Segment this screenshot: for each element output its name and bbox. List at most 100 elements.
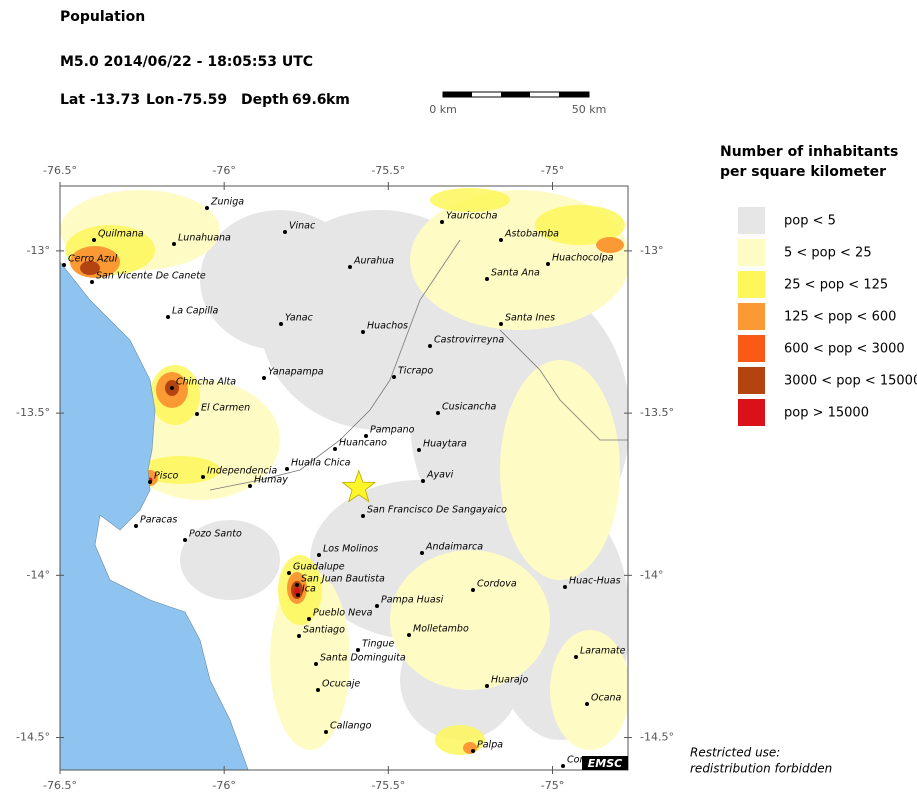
town-label: Ayavi — [426, 470, 454, 481]
town-dot — [485, 277, 489, 281]
town-label: Santa Ines — [505, 313, 555, 324]
town-dot — [436, 411, 440, 415]
town-dot — [417, 448, 421, 452]
town-dot — [563, 585, 567, 589]
x-tick-label: -75° — [541, 779, 564, 792]
legend-swatch — [738, 239, 765, 266]
legend-label: 3000 < pop < 15000 — [784, 374, 917, 389]
town-label: Huarajo — [491, 675, 528, 686]
town-label: Santiago — [303, 625, 345, 636]
town-dot — [421, 479, 425, 483]
town-dot — [440, 220, 444, 224]
town-label: Vinac — [289, 221, 316, 232]
town-label: Huac-Huas — [569, 576, 621, 587]
legend-swatch — [738, 271, 765, 298]
town-label: Santa Dominguita — [320, 653, 406, 664]
town-dot — [356, 648, 360, 652]
x-tick-label: -76.5° — [43, 164, 77, 177]
town-label: Cusicancha — [442, 402, 497, 413]
town-dot — [499, 238, 503, 242]
event: M5.0 2014/06/22 - 18:05:53 UTC — [60, 54, 313, 70]
town-dot — [296, 593, 300, 597]
town-label: Con — [567, 755, 585, 766]
town-dot — [279, 322, 283, 326]
town-dot — [170, 386, 174, 390]
town-label: Pozo Santo — [189, 529, 242, 540]
town-dot — [195, 412, 199, 416]
legend-label: 5 < pop < 25 — [784, 246, 872, 261]
town-dot — [428, 344, 432, 348]
town-label: El Carmen — [201, 403, 250, 414]
legend-label: 600 < pop < 3000 — [784, 342, 905, 357]
town-dot — [248, 484, 252, 488]
town-label: San Vicente De Canete — [96, 271, 206, 282]
x-tick-label: -75.5° — [371, 164, 405, 177]
lon: -75.59 — [177, 92, 227, 108]
y-tick-label: -13.5° — [640, 406, 674, 419]
y-tick-label: -13° — [27, 244, 50, 257]
towns: Zuniga Vinac Quilmana Lunahuana Cerro Azul Sa… — [62, 197, 626, 768]
town-label: San Francisco De Sangayaico — [367, 505, 507, 516]
town-label: Pueblo Neva — [313, 608, 373, 619]
town-label: Aurahua — [353, 256, 394, 267]
legend-label: 25 < pop < 125 — [784, 278, 888, 293]
town-dot — [364, 434, 368, 438]
town-label: Cerro Azul — [68, 254, 118, 265]
town-label: Ticrapo — [398, 366, 433, 377]
town-label: Huachos — [367, 321, 408, 332]
town-label: Ocucaje — [322, 679, 360, 690]
town-dot — [283, 230, 287, 234]
town-dot — [574, 655, 578, 659]
y-tick-label: -14.5° — [640, 731, 674, 744]
lat: -13.73 — [90, 92, 140, 108]
map-frame — [59, 185, 629, 771]
x-tick-label: -76° — [212, 164, 235, 177]
town-dot — [407, 633, 411, 637]
x-tick-label: -76.5° — [43, 779, 77, 792]
town-label: Ica — [302, 584, 316, 595]
town-label: Laramate — [580, 646, 626, 657]
town-label: Quilmana — [98, 229, 144, 240]
y-tick-label: -14.5° — [16, 731, 50, 744]
x-tick-label: -75° — [541, 164, 564, 177]
y-tick-label: -13.5° — [16, 406, 50, 419]
town-label: Huachocolpa — [552, 253, 614, 264]
town-dot — [172, 242, 176, 246]
footer: redistribution forbidden — [690, 762, 832, 776]
logo-box — [582, 756, 628, 770]
scale-bar — [442, 91, 590, 98]
scale-end: 50 km — [572, 103, 607, 116]
town-dot — [392, 375, 396, 379]
logo: EMSC — [588, 757, 622, 770]
town-label: Santa Ana — [491, 268, 540, 279]
town-dot — [546, 262, 550, 266]
town-dot — [316, 688, 320, 692]
town-dot — [561, 764, 565, 768]
y-tick-label: -14° — [27, 568, 50, 581]
legend-swatch — [738, 367, 765, 394]
town-label: Tingue — [362, 639, 395, 650]
town-label: Paracas — [140, 515, 177, 526]
town-label: Pampano — [370, 425, 415, 436]
town-dot — [148, 480, 152, 484]
map-area — [60, 186, 628, 770]
town-dot — [361, 514, 365, 518]
town-dot — [420, 551, 424, 555]
town-label: Guadalupe — [293, 562, 345, 573]
town-dot — [333, 447, 337, 451]
footer: Restricted use: — [690, 746, 780, 760]
y-tick-label: -14° — [640, 568, 663, 581]
epicenter — [341, 469, 377, 503]
legend-label: pop > 15000 — [784, 406, 869, 421]
town-label: Lunahuana — [178, 233, 231, 244]
town-dot — [324, 730, 328, 734]
town-label: Yanapampa — [268, 367, 324, 378]
town-dot — [201, 475, 205, 479]
legend-title: Number of inhabitants — [720, 144, 898, 160]
town-label: Zuniga — [210, 197, 244, 208]
town-dot — [183, 538, 187, 542]
legend-label: 125 < pop < 600 — [784, 310, 896, 325]
town-dot — [585, 702, 589, 706]
town-label: Hualla Chica — [291, 458, 351, 469]
